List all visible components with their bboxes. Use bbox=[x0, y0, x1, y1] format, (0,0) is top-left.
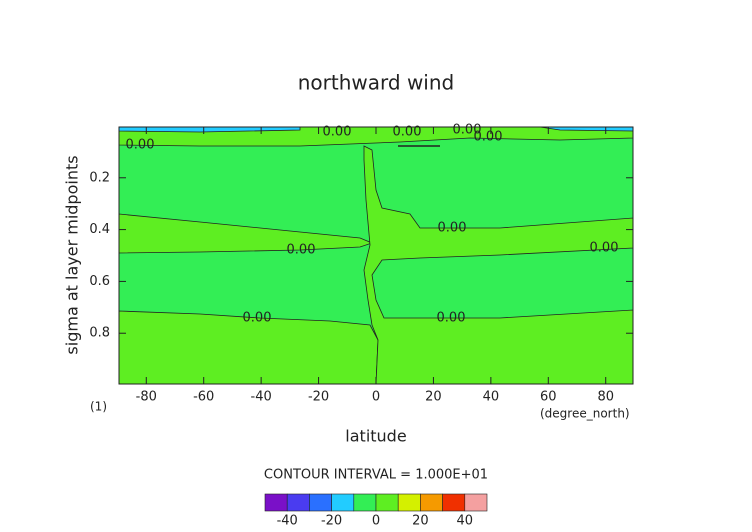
colorbar-swatch bbox=[309, 493, 332, 512]
contour-label: 0.00 bbox=[287, 243, 316, 258]
contour-region bbox=[363, 145, 634, 385]
contour-label: 0.00 bbox=[323, 125, 352, 140]
colorbar-swatch bbox=[442, 493, 466, 512]
x-tick-label: 40 bbox=[483, 390, 500, 405]
x-tick-label: 60 bbox=[540, 390, 557, 405]
colorbar-swatch bbox=[353, 493, 377, 512]
x-tick-label: 80 bbox=[597, 390, 614, 405]
chart-title: northward wind bbox=[298, 71, 454, 95]
x-axis-label: latitude bbox=[345, 427, 406, 446]
x-tick-label: 20 bbox=[425, 390, 442, 405]
y-tick-label: 0.8 bbox=[89, 326, 110, 341]
contour-region bbox=[118, 213, 374, 254]
y-axis-label: sigma at layer midpoints bbox=[63, 155, 82, 354]
contour-label: 0.00 bbox=[393, 125, 422, 140]
y-units: (1) bbox=[90, 400, 107, 414]
colorbar-swatch bbox=[375, 493, 399, 512]
x-tick-label: 0 bbox=[372, 390, 380, 405]
contour-label: 0.00 bbox=[590, 241, 619, 256]
contour-label: 0.00 bbox=[474, 130, 503, 145]
colorbar-swatch bbox=[397, 493, 421, 512]
x-tick-label: -80 bbox=[136, 390, 157, 405]
x-units: (degree_north) bbox=[540, 407, 630, 421]
contour-label: 0.00 bbox=[243, 311, 272, 326]
colorbar-swatch bbox=[264, 493, 288, 512]
x-tick-label: -20 bbox=[308, 390, 329, 405]
colorbar-swatch bbox=[286, 493, 310, 512]
x-tick-label: -60 bbox=[193, 390, 214, 405]
colorbar-label: -40 bbox=[277, 514, 298, 529]
y-tick-label: 0.6 bbox=[89, 274, 110, 289]
contour-label: 0.00 bbox=[438, 221, 467, 236]
colorbar-swatch bbox=[464, 493, 488, 512]
colorbar-swatch bbox=[331, 493, 355, 512]
colorbar-label: -20 bbox=[321, 514, 342, 529]
contour-label: 0.00 bbox=[126, 138, 155, 153]
contour-label: 0.00 bbox=[453, 123, 482, 138]
y-tick-label: 0.2 bbox=[89, 170, 110, 185]
x-tick-label: -40 bbox=[251, 390, 272, 405]
contour-interval: CONTOUR INTERVAL = 1.000E+01 bbox=[264, 468, 488, 483]
colorbar-label: 20 bbox=[412, 514, 429, 529]
colorbar-swatch bbox=[420, 493, 443, 512]
colorbar-label: 0 bbox=[372, 514, 380, 529]
colorbar-label: 40 bbox=[457, 514, 474, 529]
y-tick-label: 0.4 bbox=[89, 222, 110, 237]
contour-label: 0.00 bbox=[437, 311, 466, 326]
